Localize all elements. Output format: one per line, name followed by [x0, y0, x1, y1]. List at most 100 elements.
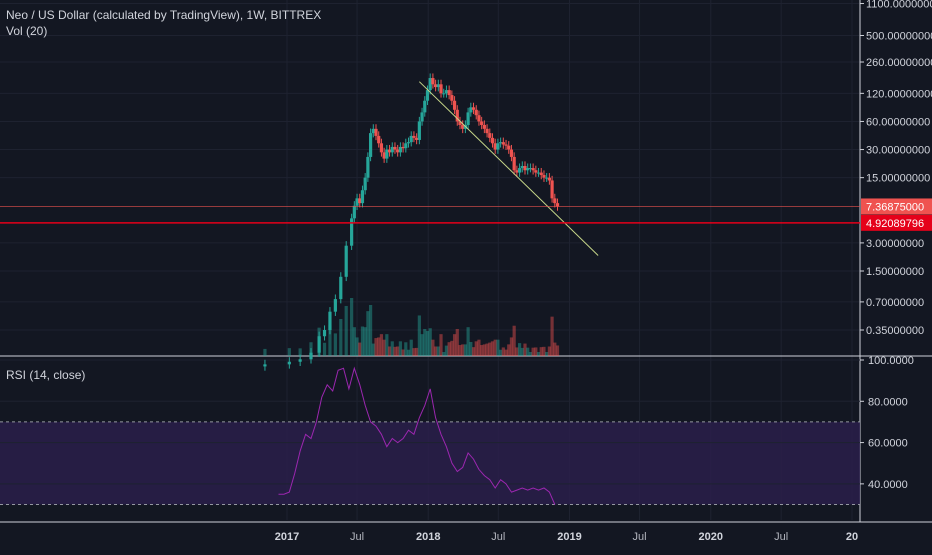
time-tick-label-Jul: Jul	[774, 531, 788, 543]
time-tick-label-Jul: Jul	[350, 531, 364, 543]
candle-body	[371, 128, 375, 134]
volume-bar	[406, 349, 411, 356]
volume-bar	[471, 347, 476, 356]
volume-bar	[493, 339, 497, 356]
candle-body	[317, 336, 321, 353]
candle-body	[439, 84, 443, 94]
volume-bar	[477, 339, 481, 356]
volume-bar	[458, 345, 462, 356]
volume-bar	[455, 328, 459, 356]
volume-bar	[520, 347, 524, 356]
candle-body	[328, 311, 332, 330]
candle-body	[355, 198, 359, 206]
volume-bar	[439, 334, 443, 356]
volume-bar	[490, 341, 495, 356]
candle-body	[499, 142, 503, 144]
volume-bar	[404, 342, 408, 356]
volume-bar	[431, 339, 435, 356]
candle-body	[401, 146, 405, 149]
time-tick-label-Jul: Jul	[633, 531, 647, 543]
candle-body	[553, 198, 557, 204]
volume-bar	[461, 344, 465, 356]
volume-bar	[517, 343, 522, 356]
volume-bar	[452, 334, 457, 356]
candle-body	[434, 84, 438, 88]
rsi-tick-label: 40.0000	[868, 479, 908, 491]
candle-body	[352, 205, 356, 219]
candle-body	[412, 135, 416, 138]
volume-bar	[539, 347, 543, 356]
candle-body	[387, 149, 392, 153]
candle-body	[368, 133, 373, 157]
rsi-line	[278, 366, 556, 505]
volume-bar	[363, 327, 367, 356]
candle-body	[363, 177, 367, 191]
volume-bar	[390, 341, 394, 356]
volume-bar	[333, 333, 337, 356]
volume-bar	[501, 347, 505, 356]
time-tick-label-2020: 2020	[699, 531, 723, 543]
volume-bar	[385, 334, 389, 356]
candle-body	[550, 180, 554, 199]
candle-body	[517, 168, 522, 173]
price-tick-label: 3.00000000	[866, 238, 924, 250]
candle-body	[526, 168, 530, 171]
candle-body	[420, 112, 424, 122]
trendline	[419, 81, 599, 256]
volume-bar	[482, 344, 486, 356]
rsi-legend[interactable]: RSI (14, close)	[6, 368, 86, 382]
rsi-band	[0, 421, 860, 505]
volume-bar	[474, 341, 478, 356]
symbol-title[interactable]: Neo / US Dollar (calculated by TradingVi…	[6, 8, 322, 22]
volume-bar	[420, 334, 424, 356]
volume-bar	[463, 344, 468, 356]
volume-bar	[352, 327, 356, 356]
volume-bar	[409, 339, 413, 356]
candle-body	[531, 168, 535, 171]
volume-legend[interactable]: Vol (20)	[6, 24, 48, 38]
rsi-tick-label: 100.0000	[868, 355, 914, 367]
volume-bar	[355, 337, 359, 356]
price-tick-label: 0.35000000	[866, 325, 924, 337]
candle-body	[379, 143, 384, 153]
volume-bar	[425, 331, 430, 356]
candle-body	[477, 115, 481, 122]
volume-bar	[545, 352, 549, 356]
candle-body	[298, 359, 302, 362]
volume-bar	[368, 304, 373, 356]
volume-bar	[536, 352, 541, 356]
price-tick-label: 1.50000000	[866, 266, 924, 278]
candle-body	[428, 78, 432, 91]
volume-bar	[393, 346, 397, 356]
candle-body	[398, 146, 402, 153]
candle-body	[547, 177, 551, 181]
volume-bar	[339, 318, 343, 356]
candle-body	[496, 143, 500, 150]
candle-body	[493, 143, 497, 150]
time-tick-label-20: 20	[846, 531, 858, 543]
candle-body	[393, 146, 397, 150]
candle-body	[263, 364, 267, 367]
candle-body	[542, 175, 546, 178]
volume-bar	[360, 326, 365, 356]
price-tick-label: 120.00000000	[866, 88, 932, 100]
volume-bar	[309, 342, 313, 356]
volume-bar	[401, 349, 405, 356]
volume-bar	[377, 337, 381, 356]
volume-bar	[322, 342, 327, 356]
candle-body	[333, 299, 337, 312]
price-badge-bg	[861, 198, 932, 215]
candle-body	[509, 149, 514, 157]
candle-body	[555, 203, 560, 207]
candle-body	[377, 135, 381, 144]
volume-bar	[387, 346, 392, 356]
time-tick-label-2019: 2019	[557, 531, 581, 543]
volume-bar	[374, 338, 378, 356]
volume-bar	[534, 347, 538, 356]
candle-body	[450, 95, 454, 101]
candle-body	[431, 78, 435, 85]
volume-bar	[507, 344, 511, 356]
volume-bar	[396, 346, 400, 356]
